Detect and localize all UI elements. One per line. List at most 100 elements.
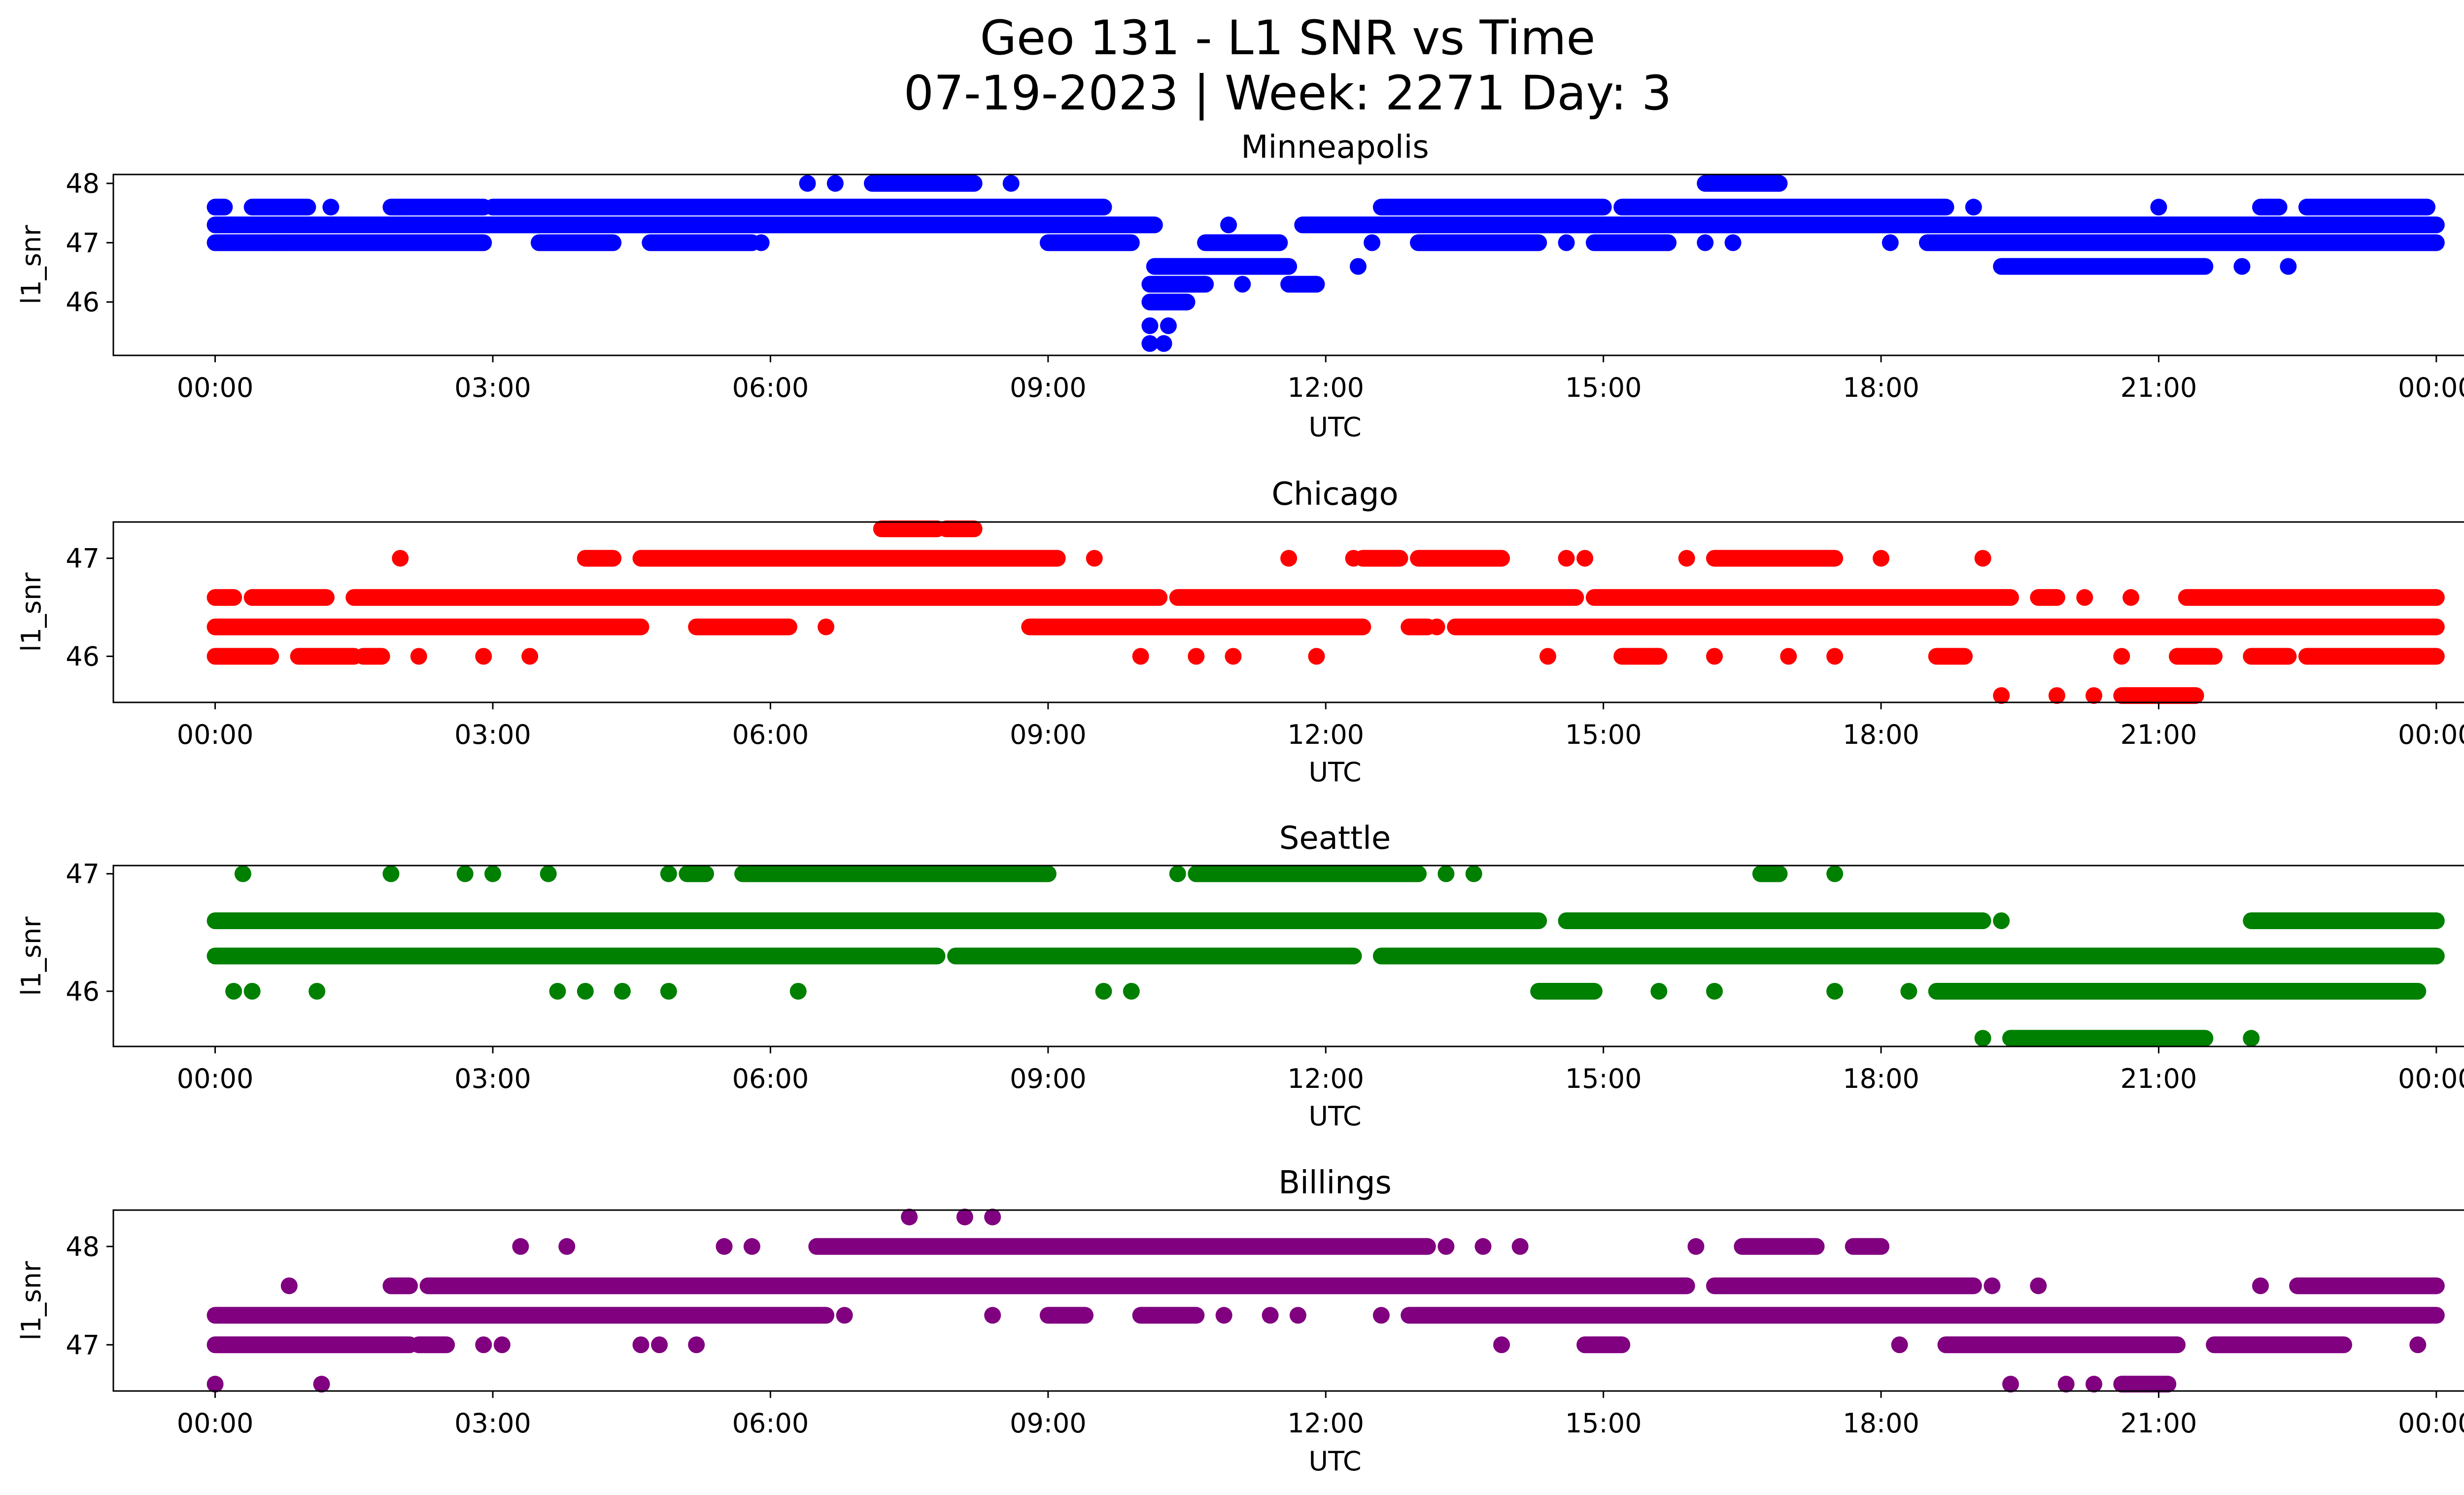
y-axis-label: l1_snr	[16, 1261, 47, 1341]
x-tick-label: 12:00	[1287, 1408, 1364, 1439]
y-tick-label: 47	[66, 1329, 100, 1360]
data-point	[1687, 1238, 1705, 1255]
data-point	[1086, 550, 1103, 567]
x-tick-label: 15:00	[1565, 719, 1642, 750]
data-point	[2057, 1376, 2075, 1393]
x-tick-label: 12:00	[1287, 372, 1364, 403]
panel-title: Seattle	[1279, 820, 1391, 857]
x-axis-label: UTC	[1308, 1446, 1361, 1477]
plot-frame	[112, 865, 2464, 1047]
x-tick-label: 21:00	[2121, 372, 2197, 403]
data-point	[1220, 216, 1237, 234]
data-point	[1558, 550, 1575, 567]
data-point	[1308, 648, 1325, 665]
data-point	[392, 199, 409, 216]
data-point	[1567, 912, 1584, 930]
y-axis-label: l1_snr	[16, 572, 47, 652]
panel-title: Minneapolis	[1241, 129, 1429, 166]
panel-title: Chicago	[1271, 476, 1398, 513]
data-point	[632, 1336, 650, 1354]
data-point	[234, 865, 251, 882]
x-axis-label: UTC	[1308, 1101, 1361, 1132]
data-point	[540, 865, 557, 882]
x-tick-label: 15:00	[1565, 1408, 1642, 1439]
data-point	[1169, 865, 1186, 882]
data-point	[1984, 1277, 2001, 1294]
x-tick-label: 03:00	[454, 1063, 531, 1094]
data-point	[272, 234, 289, 251]
x-tick-label: 21:00	[2121, 1408, 2197, 1439]
data-point	[1539, 648, 1556, 665]
data-point	[493, 1336, 511, 1354]
data-point	[410, 648, 427, 665]
data-point	[382, 865, 400, 882]
x-tick-label: 12:00	[1287, 719, 1364, 750]
data-point	[1428, 618, 1445, 635]
y-tick-label: 46	[66, 976, 100, 1007]
data-point	[2409, 1336, 2427, 1354]
x-tick-label: 03:00	[454, 1408, 531, 1439]
x-tick-label: 00:00	[2398, 719, 2464, 750]
data-point	[984, 1307, 1001, 1324]
data-point	[1437, 865, 1455, 882]
x-tick-label: 09:00	[1010, 372, 1087, 403]
y-axis-label: l1_snr	[16, 225, 47, 305]
y-tick-label: 46	[66, 287, 100, 318]
data-point	[2233, 258, 2251, 275]
x-axis-label: UTC	[1308, 412, 1361, 443]
data-point	[1900, 982, 1917, 1000]
data-point	[475, 1336, 492, 1354]
data-point	[521, 648, 539, 665]
x-tick-label: 09:00	[1010, 1408, 1087, 1439]
data-point	[206, 1376, 224, 1393]
y-tick-label: 48	[66, 1231, 100, 1262]
panel-title: Billings	[1278, 1165, 1392, 1201]
data-point	[1141, 335, 1159, 352]
data-point	[789, 982, 807, 1000]
y-tick-label: 47	[66, 859, 100, 890]
data-point	[1095, 982, 1112, 1000]
data-point	[1262, 1307, 1279, 1324]
data-point	[558, 1238, 576, 1255]
data-point	[660, 865, 677, 882]
data-point	[2048, 687, 2065, 704]
x-tick-label: 03:00	[454, 372, 531, 403]
data-point	[1225, 648, 1242, 665]
data-point	[688, 1336, 705, 1354]
x-tick-label: 06:00	[732, 1063, 809, 1094]
data-point	[1724, 234, 1742, 251]
axis-ticks: 00:00 03:00 06:00 09:00 12:00 15:00 18:00 21:00…	[66, 1231, 2464, 1439]
x-tick-label: 15:00	[1565, 372, 1642, 403]
data-point	[243, 982, 261, 1000]
data-point	[2085, 687, 2102, 704]
x-tick-label: 00:00	[177, 1063, 254, 1094]
x-tick-label: 21:00	[2121, 719, 2197, 750]
x-tick-label: 00:00	[177, 719, 254, 750]
data-point	[799, 175, 816, 192]
x-tick-label: 03:00	[454, 719, 531, 750]
data-point	[1826, 982, 1844, 1000]
data-point	[1474, 1238, 1492, 1255]
x-tick-label: 09:00	[1010, 1063, 1087, 1094]
marks-layer	[206, 175, 2445, 352]
data-point	[1965, 199, 1982, 216]
figure-title-line-2: 07-19-2023 | Week: 2271 Day: 3	[904, 66, 1672, 121]
data-point	[1215, 1307, 1232, 1324]
data-point	[1372, 1307, 1390, 1324]
data-point	[2002, 1376, 2019, 1393]
data-point	[549, 982, 566, 1000]
data-point	[2030, 1277, 2047, 1294]
data-point	[2243, 1030, 2260, 1047]
data-point	[1437, 1238, 1455, 1255]
data-point	[956, 1208, 973, 1225]
data-point	[818, 618, 835, 635]
data-point	[1188, 648, 1205, 665]
data-point	[2113, 648, 2130, 665]
x-tick-label: 18:00	[1843, 1408, 1919, 1439]
data-point	[1280, 550, 1298, 567]
data-point	[1993, 687, 2010, 704]
x-tick-label: 06:00	[732, 372, 809, 403]
data-point	[1160, 317, 1177, 334]
data-point	[743, 1238, 760, 1255]
